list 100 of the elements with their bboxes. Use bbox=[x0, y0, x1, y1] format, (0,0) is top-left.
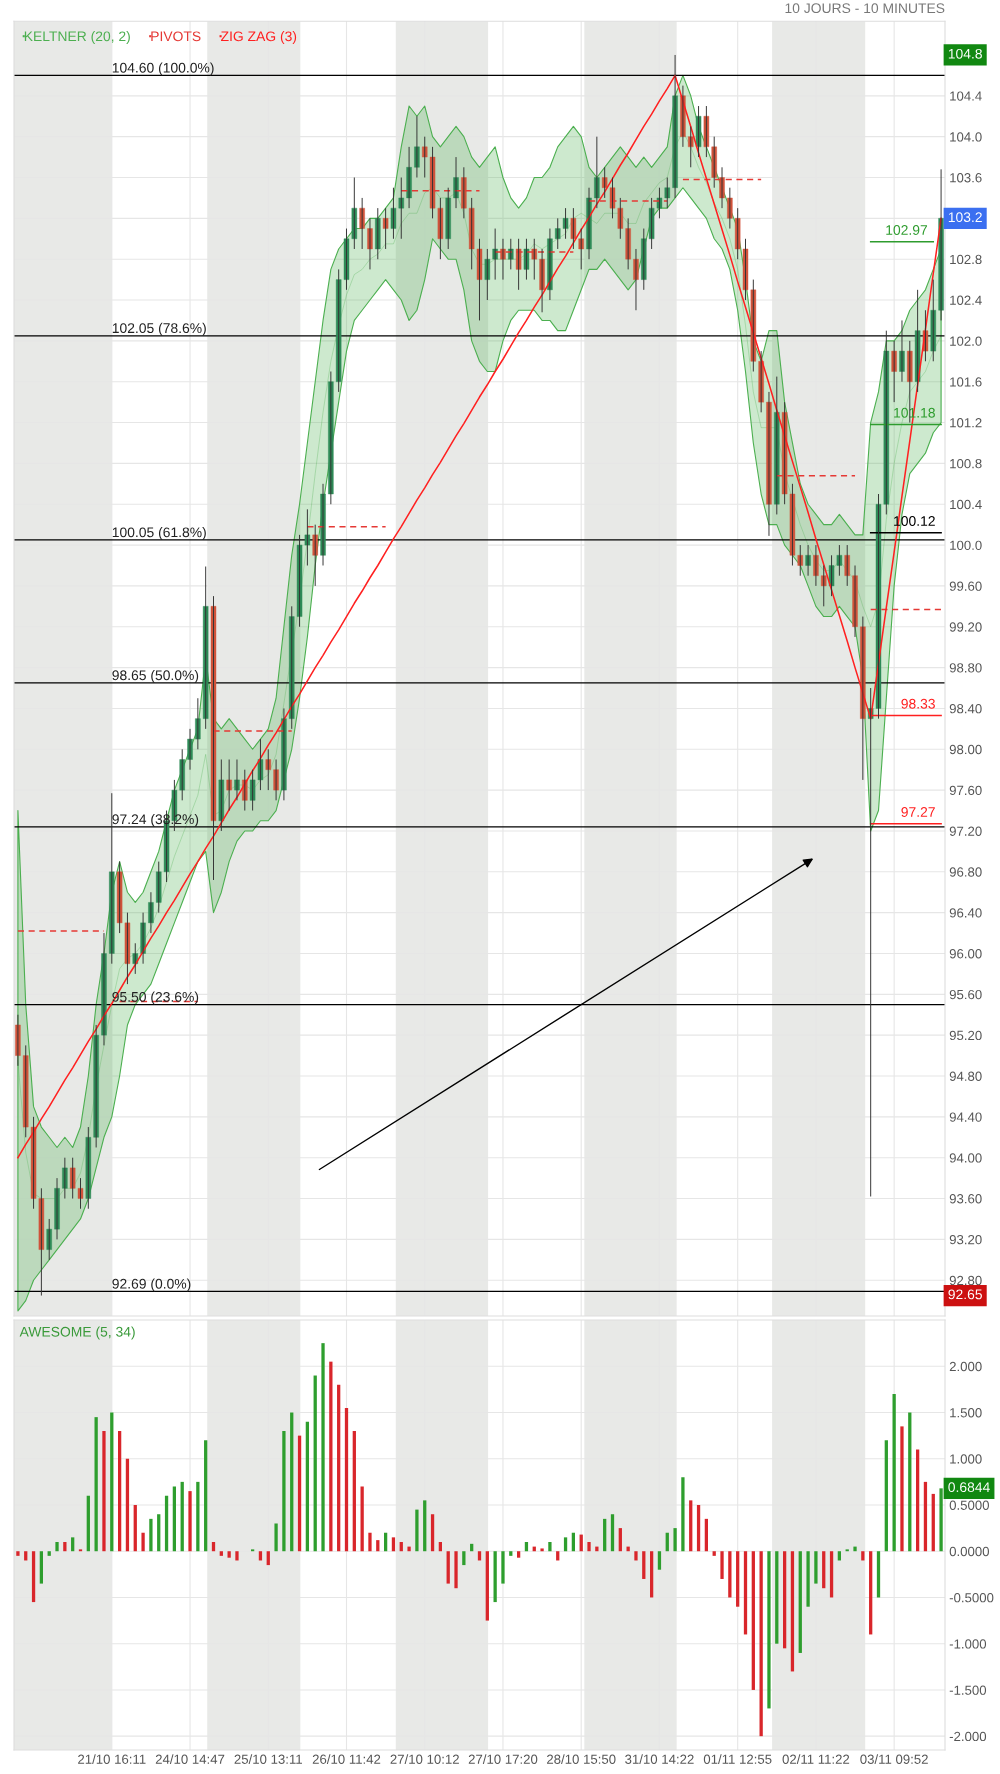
x-tick-label: 27/10 10:12 bbox=[390, 1754, 459, 1764]
bar bbox=[657, 1551, 662, 1570]
bar bbox=[524, 1541, 529, 1552]
bar bbox=[485, 1551, 489, 1621]
y-tick-label: 95.60 bbox=[949, 989, 982, 1000]
bar bbox=[509, 1551, 513, 1556]
candlestick bbox=[210, 595, 217, 881]
y-tick-label: 100.8 bbox=[950, 458, 982, 469]
bar bbox=[493, 1551, 497, 1603]
bar bbox=[360, 1486, 364, 1552]
bar bbox=[587, 1541, 591, 1552]
y-tick-label: 93.20 bbox=[949, 1234, 982, 1245]
bar bbox=[110, 1412, 114, 1552]
bar bbox=[618, 1528, 622, 1552]
bar bbox=[610, 1514, 615, 1552]
bar bbox=[869, 1551, 873, 1635]
candlestick bbox=[375, 207, 381, 260]
y-tick-label: 94.80 bbox=[949, 1071, 982, 1081]
bar bbox=[446, 1551, 450, 1584]
bar bbox=[462, 1551, 466, 1566]
bar bbox=[814, 1551, 818, 1584]
bar bbox=[415, 1509, 419, 1552]
y-tick-label: 103.6 bbox=[950, 173, 982, 183]
bar bbox=[751, 1551, 755, 1690]
data-label: 98.33 bbox=[901, 698, 935, 709]
y-tick-label: -1.500 bbox=[949, 1685, 987, 1695]
bar bbox=[923, 1481, 928, 1552]
ref-line-label: 102.05 (78.6%) bbox=[112, 322, 206, 336]
bar bbox=[376, 1540, 380, 1552]
y-tick-label: 0.5000 bbox=[949, 1500, 990, 1510]
y-tick-label: 96.40 bbox=[949, 908, 982, 918]
bar bbox=[704, 1518, 709, 1552]
bar bbox=[399, 1541, 403, 1552]
y-tick-label: 99.20 bbox=[949, 622, 982, 632]
candlestick bbox=[844, 544, 850, 587]
candlestick bbox=[515, 238, 522, 291]
bar bbox=[603, 1518, 607, 1552]
candlestick bbox=[508, 238, 514, 270]
candlestick bbox=[570, 207, 577, 250]
candlestick bbox=[265, 748, 271, 791]
bar bbox=[391, 1537, 396, 1552]
y-tick-label: 92.80 bbox=[949, 1275, 982, 1286]
y-tick-label: 98.00 bbox=[949, 744, 982, 755]
y-tick-label: 101.2 bbox=[950, 418, 982, 428]
bar bbox=[313, 1375, 317, 1552]
bar bbox=[720, 1551, 724, 1579]
bar bbox=[931, 1493, 935, 1552]
candlestick bbox=[484, 248, 491, 301]
bar bbox=[55, 1541, 59, 1552]
y-tick-label: -2.000 bbox=[949, 1731, 987, 1742]
y-tick-label: 93.60 bbox=[949, 1194, 982, 1204]
y-tick-label: 95.20 bbox=[949, 1030, 982, 1041]
chart-title: AWESOME (5, 34) bbox=[19, 1326, 135, 1340]
y-tick-label: 100.4 bbox=[950, 499, 982, 510]
bar bbox=[806, 1551, 810, 1607]
y-tick-label: 0.0000 bbox=[949, 1546, 990, 1557]
x-tick-label: 02/11 11:22 bbox=[782, 1754, 850, 1764]
candlestick bbox=[930, 279, 936, 362]
x-tick-label: 25/10 13:11 bbox=[234, 1754, 302, 1764]
y-tick-label: 94.40 bbox=[949, 1112, 982, 1122]
bar bbox=[274, 1523, 278, 1552]
x-tick-label: 03/11 09:52 bbox=[860, 1754, 928, 1764]
candlestick bbox=[218, 759, 225, 832]
bar bbox=[759, 1551, 763, 1737]
bar bbox=[681, 1477, 685, 1552]
y-tick-label: 1.500 bbox=[950, 1408, 982, 1418]
bar bbox=[47, 1551, 51, 1556]
y-tick-label: -1.000 bbox=[949, 1639, 987, 1649]
bar bbox=[516, 1551, 521, 1558]
y-tick-label: 98.80 bbox=[949, 663, 982, 673]
ref-line-label: 92.69 (0.0%) bbox=[112, 1278, 191, 1292]
bar bbox=[634, 1551, 638, 1561]
bar bbox=[282, 1431, 286, 1552]
bar bbox=[782, 1551, 787, 1649]
chart-title: 10 JOURS - 10 MINUTES bbox=[785, 3, 945, 14]
x-tick-label: 27/10 17:20 bbox=[468, 1754, 538, 1764]
bar bbox=[258, 1551, 263, 1561]
bar bbox=[180, 1481, 184, 1552]
candlestick bbox=[523, 238, 530, 281]
bar bbox=[133, 1504, 137, 1552]
bar bbox=[329, 1361, 333, 1552]
x-tick-label: 28/10 15:50 bbox=[547, 1754, 616, 1764]
bar bbox=[876, 1551, 881, 1598]
bar bbox=[477, 1551, 482, 1561]
bar bbox=[775, 1551, 779, 1644]
bar bbox=[454, 1551, 458, 1589]
y-tick-label: 101.6 bbox=[950, 377, 982, 387]
bar bbox=[290, 1412, 294, 1552]
y-tick-label: 1.000 bbox=[950, 1454, 982, 1464]
bar bbox=[266, 1551, 270, 1566]
x-tick-label: 31/10 14:22 bbox=[625, 1754, 694, 1764]
candlestick bbox=[85, 1126, 92, 1210]
bar bbox=[86, 1495, 90, 1552]
x-tick-label: 26/10 11:42 bbox=[312, 1754, 381, 1764]
bar bbox=[39, 1551, 44, 1584]
bar bbox=[321, 1343, 325, 1552]
text: 0.6844 bbox=[948, 1482, 990, 1493]
bar bbox=[548, 1541, 552, 1552]
y-tick-label: 96.00 bbox=[949, 949, 982, 959]
bar bbox=[24, 1551, 28, 1561]
